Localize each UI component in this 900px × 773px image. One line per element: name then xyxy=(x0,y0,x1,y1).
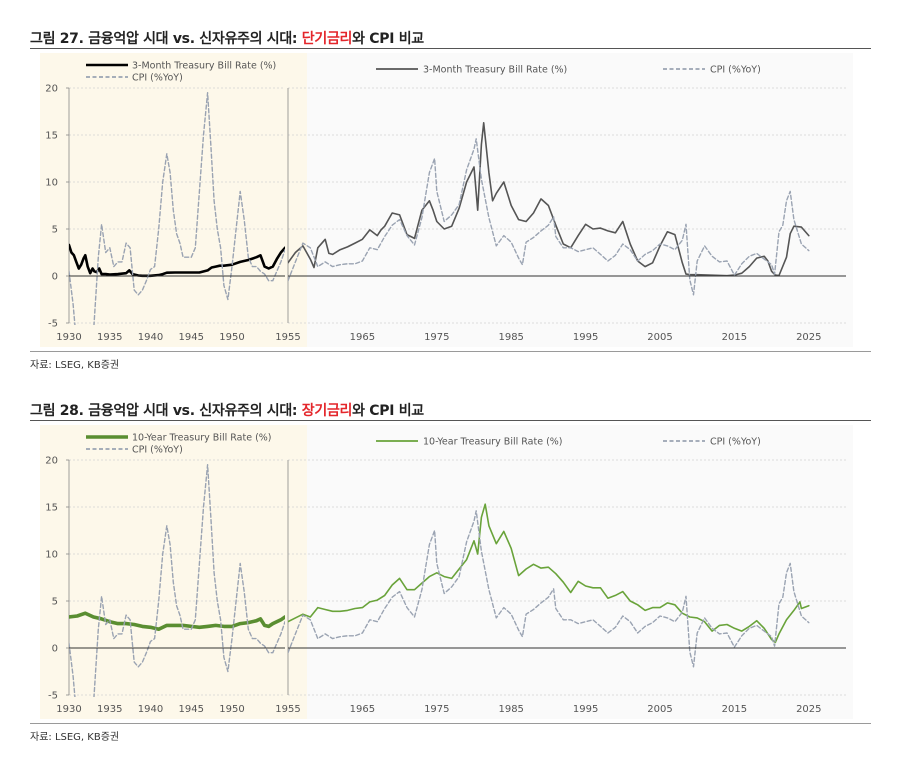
x-tick-label: 1965 xyxy=(350,704,375,715)
y-tick-label: 20 xyxy=(45,456,58,467)
x-tick-label: 2025 xyxy=(796,332,821,343)
legend-label: 3-Month Treasury Bill Rate (%) xyxy=(423,65,567,76)
x-tick-label: 1985 xyxy=(498,704,523,715)
x-tick-label: 1975 xyxy=(424,704,449,715)
legend-label: CPI (%YoY) xyxy=(132,445,183,456)
y-tick-label: 5 xyxy=(52,225,58,236)
figure-28-title-rule xyxy=(30,420,871,421)
legend-label: CPI (%YoY) xyxy=(132,73,183,84)
x-tick-label: 1955 xyxy=(275,332,300,343)
y-tick-label: 15 xyxy=(45,503,58,514)
figure-28-title: 그림 28. 금융억압 시대 vs. 신자유주의 시대: 장기금리와 CPI 비… xyxy=(30,400,424,420)
y-tick-label: -5 xyxy=(48,691,58,702)
x-tick-label: 1950 xyxy=(219,332,244,343)
right-panel-background xyxy=(307,53,853,347)
rate-line-right xyxy=(288,122,810,277)
cpi-line-left xyxy=(69,464,285,697)
x-tick-label: 1955 xyxy=(275,704,300,715)
rate-line-left xyxy=(69,611,285,631)
figure-27-bottom-rule xyxy=(30,351,871,352)
cpi-line-left xyxy=(69,92,285,325)
x-tick-label: 1930 xyxy=(56,332,81,343)
x-tick-label: 1995 xyxy=(573,704,598,715)
x-tick-label: 1940 xyxy=(138,332,163,343)
legend-label: 3-Month Treasury Bill Rate (%) xyxy=(132,61,276,72)
figure-27-source: 자료: LSEG, KB증권 xyxy=(30,360,120,371)
x-tick-label: 2005 xyxy=(647,704,672,715)
figure-28-title-prefix: 그림 28. 금융억압 시대 vs. 신자유주의 시대: xyxy=(30,403,302,419)
figure-27-title-rule xyxy=(30,48,871,49)
figure-28-title-highlight: 장기금리 xyxy=(301,403,353,419)
y-tick-label: 5 xyxy=(52,597,58,608)
y-tick-label: -5 xyxy=(48,319,58,330)
y-tick-label: 10 xyxy=(45,178,58,189)
y-tick-label: 0 xyxy=(52,644,58,655)
right-panel-background xyxy=(307,425,853,719)
x-tick-label: 1940 xyxy=(138,704,163,715)
y-tick-label: 20 xyxy=(45,84,58,95)
x-tick-label: 1945 xyxy=(179,332,204,343)
legend-label: 10-Year Treasury Bill Rate (%) xyxy=(423,437,563,448)
figure-28-title-suffix: 와 CPI 비교 xyxy=(352,403,424,419)
x-tick-label: 1935 xyxy=(97,704,122,715)
chart-28: -5 0 5 10 15 20 1930 1935 1940 1945 1950 10-Year Tr… xyxy=(40,425,853,719)
figure-28-source: 자료: LSEG, KB증권 xyxy=(30,732,120,743)
x-tick-label: 1930 xyxy=(56,704,81,715)
x-tick-label: 2025 xyxy=(796,704,821,715)
left-panel-background xyxy=(40,53,307,347)
x-tick-label: 1935 xyxy=(97,332,122,343)
cpi-line-right xyxy=(288,510,810,668)
x-tick-label: 2015 xyxy=(722,332,747,343)
legend-label: 10-Year Treasury Bill Rate (%) xyxy=(132,433,272,444)
y-tick-label: 10 xyxy=(45,550,58,561)
figure-27-title-suffix: 와 CPI 비교 xyxy=(352,31,424,47)
figure-27-title-prefix: 그림 27. 금융억압 시대 vs. 신자유주의 시대: xyxy=(30,31,302,47)
x-tick-label: 1985 xyxy=(498,332,523,343)
figure-27-title: 그림 27. 금융억압 시대 vs. 신자유주의 시대: 단기금리와 CPI 비… xyxy=(30,28,424,48)
x-tick-label: 1995 xyxy=(573,332,598,343)
legend-label: CPI (%YoY) xyxy=(710,65,761,76)
figure-27-title-highlight: 단기금리 xyxy=(301,31,353,47)
x-tick-label: 1975 xyxy=(424,332,449,343)
x-tick-label: 1950 xyxy=(219,704,244,715)
x-tick-label: 2005 xyxy=(647,332,672,343)
cpi-line-right xyxy=(288,138,810,296)
figure-28-bottom-rule xyxy=(30,723,871,724)
legend-label: CPI (%YoY) xyxy=(710,437,761,448)
y-tick-label: 15 xyxy=(45,131,58,142)
y-tick-label: 0 xyxy=(52,272,58,283)
chart-27: -5 0 5 10 15 20 1930 1935 1940 1945 1950 3-Month Tr… xyxy=(40,53,853,347)
x-tick-label: 1965 xyxy=(350,332,375,343)
rate-line-right xyxy=(288,503,810,644)
x-tick-label: 2015 xyxy=(722,704,747,715)
left-panel-background xyxy=(40,425,307,719)
x-tick-label: 1945 xyxy=(179,704,204,715)
